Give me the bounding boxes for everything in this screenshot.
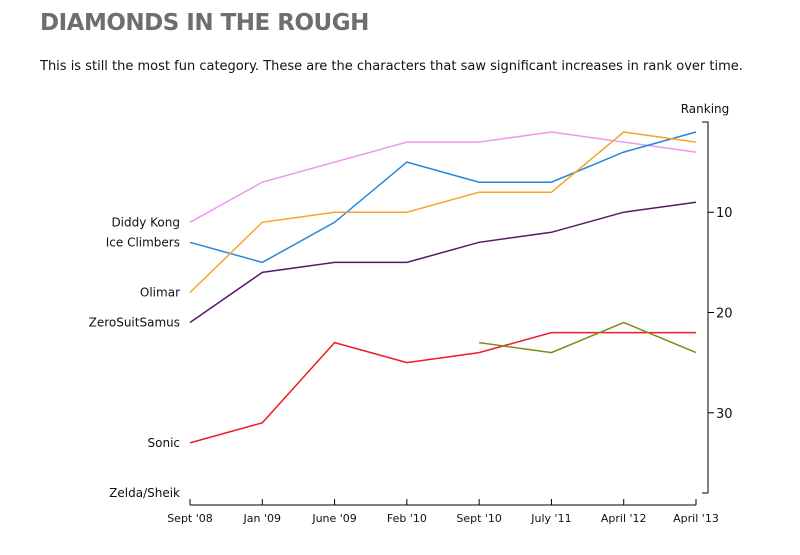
series-label-diddy-kong: Diddy Kong — [111, 215, 180, 229]
x-tick-label: Sept '10 — [456, 512, 502, 525]
page-title: DIAMONDS IN THE ROUGH — [40, 10, 369, 36]
y-axis: Ranking 10 20 30 — [681, 102, 733, 494]
series-line-zelda-sheik — [478, 321, 697, 354]
series-label-sonic: Sonic — [148, 436, 181, 450]
series-label-ice-climbers: Ice Climbers — [106, 235, 180, 249]
y-tick-label: 20 — [716, 307, 733, 322]
x-tick-label: July '11 — [530, 512, 571, 525]
series-line-diddy-kong — [189, 131, 697, 223]
series-line-ice-climbers — [189, 131, 697, 264]
x-axis: Sept '08 Jan '09 June '09 Feb '10 Sept '10 Ju… — [167, 499, 719, 525]
series-label-olimar: Olimar — [140, 285, 180, 299]
x-tick-label: Jan '09 — [243, 512, 281, 525]
x-tick-label: Feb '10 — [387, 512, 427, 525]
series-labels: Diddy Kong Ice Climbers Olimar ZeroSuitSamu… — [89, 215, 180, 500]
x-tick-label: April '13 — [673, 512, 719, 525]
series-line-sonic — [189, 331, 696, 444]
x-tick-label: Sept '08 — [167, 512, 213, 525]
x-tick-label: April '12 — [601, 512, 647, 525]
x-tick-label: June '09 — [311, 512, 356, 525]
y-tick-label: 10 — [716, 206, 733, 221]
y-axis-line — [702, 121, 709, 494]
series-label-zerosuitsamus: ZeroSuitSamus — [89, 316, 180, 330]
series-layer — [189, 131, 697, 444]
series-label-zelda-sheik: Zelda/Sheik — [109, 486, 180, 500]
y-tick-label: 30 — [716, 407, 733, 422]
page-subtitle: This is still the most fun category. The… — [40, 59, 743, 74]
y-axis-label: Ranking — [681, 102, 730, 116]
series-line-olimar — [189, 131, 697, 294]
series-line-zerosuitsamus — [189, 201, 697, 324]
